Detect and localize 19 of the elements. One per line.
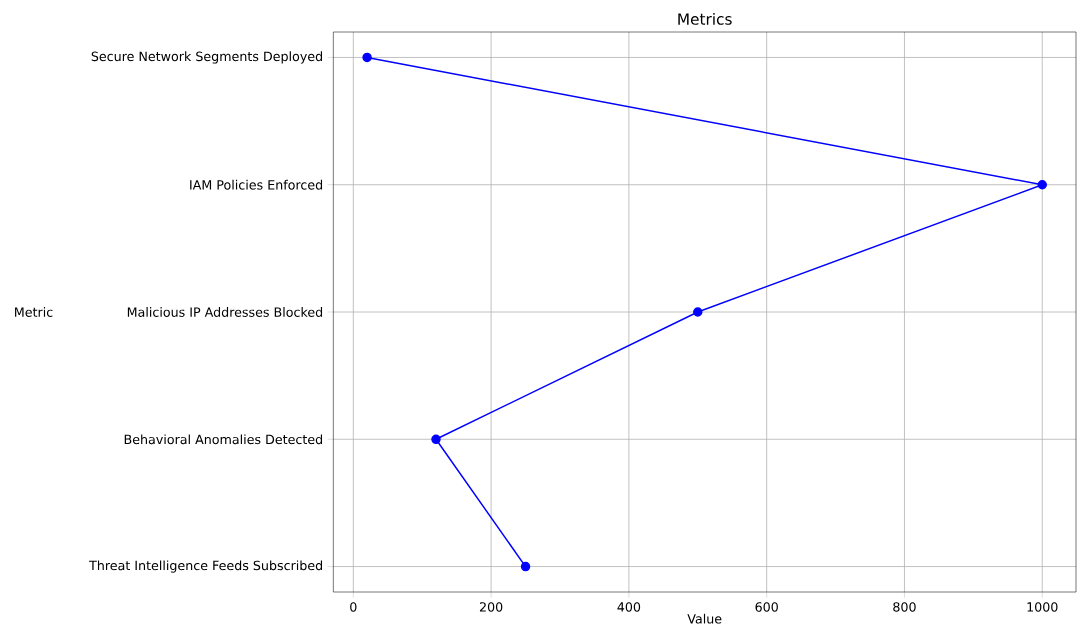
y-tick-label: Malicious IP Addresses Blocked	[127, 307, 323, 317]
x-tick-label: 800	[893, 602, 916, 612]
point	[520, 561, 531, 572]
x-tick-label: 400	[617, 602, 641, 612]
x-axis-title: Value	[687, 613, 722, 624]
x-tick-label: 1000	[1027, 602, 1058, 612]
chart-title: Metrics	[678, 12, 732, 25]
y-tick-label: Secure Network Segments Deployed	[91, 51, 323, 64]
x-tick-label: 0	[350, 602, 357, 612]
y-tick-label: IAM Policies Enforced	[190, 179, 323, 190]
y-tick-label: Behavioral Anomalies Detected	[124, 434, 323, 445]
y-tick-label: Threat Intelligence Feeds Subscribed	[89, 560, 323, 573]
point	[1037, 179, 1047, 190]
x-tick-label: 200	[479, 602, 503, 612]
point	[431, 434, 441, 445]
x-tick-label: 600	[755, 602, 778, 612]
y-axis-title: Metric	[15, 307, 53, 317]
point	[693, 307, 703, 317]
point	[362, 52, 372, 63]
